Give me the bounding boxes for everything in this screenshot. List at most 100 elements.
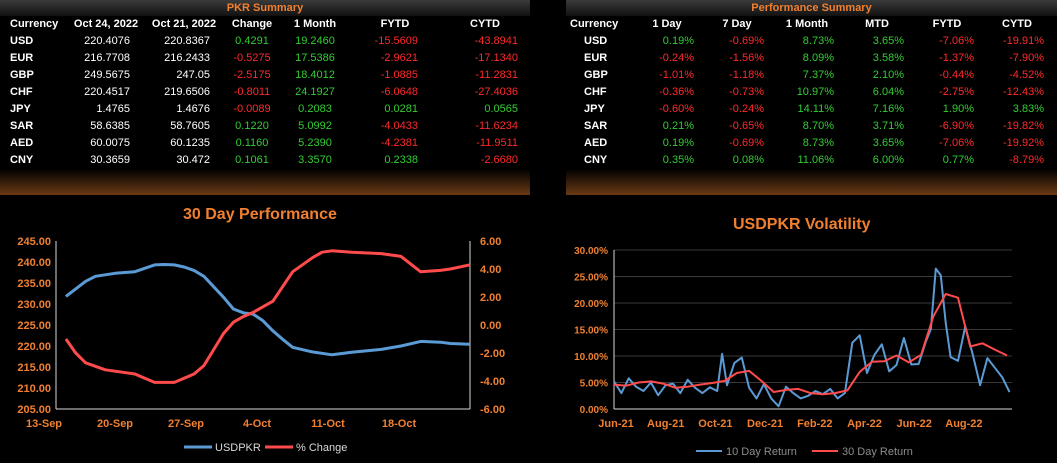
x-tick-label: 13-Sep — [26, 418, 62, 430]
currency-code: AED — [584, 137, 608, 149]
header-fytd: FYTD — [380, 18, 410, 30]
rate-oct24: 216.7708 — [84, 52, 130, 64]
y-tick-label: 5.00% — [580, 379, 608, 390]
perf-header-cytd: CYTD — [1002, 18, 1032, 30]
rate-oct24: 30.3659 — [90, 154, 130, 166]
y-left-tick-label: 210.00 — [17, 383, 51, 395]
fytd-value: -15.5609 — [374, 35, 418, 47]
table-row: CNY 0.35% 0.08% 11.06% 6.00% 0.77% -8.79% — [566, 152, 1057, 169]
one-month-value: 5.2390 — [298, 137, 332, 149]
x-tick-label: Jun-21 — [598, 418, 633, 430]
y-left-tick-label: 245.00 — [17, 236, 51, 248]
change-value: 0.1061 — [235, 154, 269, 166]
change-value: 0.4291 — [235, 35, 269, 47]
y-right-tick-label: -4.00 — [480, 376, 505, 388]
x-tick-label: 20-Sep — [97, 418, 133, 430]
legend-30-day-label: 30 Day Return — [842, 446, 913, 458]
cytd-value: 0.0565 — [484, 103, 518, 115]
table-row: GBP -1.01% -1.18% 7.37% 2.10% -0.44% -4.52% — [566, 67, 1057, 84]
y-tick-label: 30.00% — [574, 246, 608, 257]
fytd-value: -4.0433 — [380, 120, 418, 132]
x-tick-label: 11-Oct — [311, 418, 345, 430]
y-tick-label: 25.00% — [574, 273, 608, 284]
rate-oct24: 1.4765 — [96, 103, 130, 115]
y-right-tick-label: 0.00 — [480, 320, 501, 332]
pkr-summary-panel: PKR Summary Currency Oct 24, 2022 Oct 21… — [0, 0, 530, 195]
change-value: 0.1220 — [235, 120, 269, 132]
cytd-value: -11.2831 — [475, 69, 518, 81]
one-month-value: 7.37% — [802, 69, 834, 81]
cytd-value: -17.1340 — [474, 52, 518, 64]
one-month-value: 14.11% — [797, 103, 835, 115]
change-value: -0.8011 — [233, 86, 271, 98]
pkr-summary-footer-band — [0, 169, 530, 195]
cytd-value: -11.9511 — [476, 137, 518, 149]
rate-oct24: 249.5675 — [84, 69, 130, 81]
y-left-tick-label: 205.00 — [17, 404, 51, 416]
y-tick-label: 20.00% — [574, 299, 608, 310]
header-1month: 1 Month — [293, 18, 337, 30]
mtd-value: 2.10% — [872, 69, 904, 81]
fytd-value: -7.06% — [939, 137, 974, 149]
y-left-tick-label: 215.00 — [17, 362, 51, 374]
performance-summary-panel: Performance Summary Currency 1 Day 7 Day… — [566, 0, 1057, 195]
one-month-value: 0.2083 — [298, 103, 332, 115]
rate-oct21: 247.05 — [176, 69, 210, 81]
one-month-value: 18.4012 — [295, 69, 335, 81]
table-row: USD 0.19% -0.69% 8.73% 3.65% -7.06% -19.91% — [566, 33, 1057, 50]
y-left-tick-label: 220.00 — [17, 341, 51, 353]
currency-code: USD — [10, 35, 34, 47]
table-row: SAR 0.21% -0.65% 8.70% 3.71% -6.90% -19.82% — [566, 118, 1057, 135]
fytd-value: 0.2338 — [384, 154, 418, 166]
fytd-value: 0.0281 — [384, 103, 418, 115]
cytd-value: -7.90% — [1009, 52, 1044, 64]
fytd-value: -1.0885 — [380, 69, 418, 81]
currency-code: JPY — [584, 103, 605, 115]
currency-code: CNY — [584, 154, 608, 166]
y-left-tick-label: 225.00 — [17, 320, 51, 332]
x-tick-label: Dec-21 — [747, 418, 783, 430]
currency-code: CHF — [10, 86, 33, 98]
rate-oct21: 58.7605 — [170, 120, 210, 132]
currency-code: EUR — [584, 52, 608, 64]
perf-header-currency: Currency — [570, 18, 619, 30]
mtd-value: 7.16% — [872, 103, 904, 115]
pct-change-series-line — [64, 249, 471, 384]
mtd-value: 3.65% — [872, 35, 904, 47]
y-left-tick-label: 235.00 — [17, 278, 51, 290]
currency-code: CHF — [584, 86, 607, 98]
table-row: USD 220.4076 220.8367 0.4291 19.2460 -15.5609… — [0, 33, 530, 50]
y-left-tick-label: 230.00 — [17, 299, 51, 311]
y-tick-label: 10.00% — [574, 352, 608, 363]
seven-day-value: -0.69% — [729, 137, 764, 149]
change-value: 0.1160 — [235, 137, 269, 149]
fytd-value: -4.2381 — [380, 137, 418, 149]
table-row: EUR -0.24% -1.56% 8.09% 3.58% -1.37% -7.90% — [566, 50, 1057, 67]
performance-summary-header: Currency 1 Day 7 Day 1 Month MTD FYTD CY… — [566, 16, 1057, 33]
cytd-value: -27.4036 — [474, 86, 518, 98]
fytd-value: 1.90% — [942, 103, 974, 115]
mtd-value: 3.58% — [872, 52, 904, 64]
pkr-summary-title: PKR Summary — [0, 0, 530, 16]
perf-header-7day: 7 Day — [722, 18, 752, 30]
cytd-value: -12.43% — [1003, 86, 1044, 98]
chart-30-day-title: 30 Day Performance — [183, 206, 337, 223]
header-currency: Currency — [10, 18, 59, 30]
fytd-value: -7.06% — [939, 35, 974, 47]
header-oct21: Oct 21, 2022 — [151, 18, 217, 30]
fytd-value: -6.0648 — [380, 86, 418, 98]
table-row: AED 60.0075 60.1235 0.1160 5.2390 -4.2381 -11.… — [0, 135, 530, 152]
mtd-value: 6.00% — [872, 154, 904, 166]
thirty-day-return-series-line — [613, 293, 1008, 396]
rate-oct21: 30.472 — [176, 154, 210, 166]
table-row: JPY 1.4765 1.4676 -0.0089 0.2083 0.0281 0.0565 — [0, 101, 530, 118]
header-change: Change — [231, 18, 273, 30]
currency-code: USD — [584, 35, 608, 47]
usdpkr-series-line — [64, 263, 471, 357]
perf-header-mtd: MTD — [865, 18, 889, 30]
rate-oct21: 220.8367 — [164, 35, 210, 47]
x-tick-label: Aug-21 — [647, 418, 684, 430]
y-right-tick-label: 4.00 — [480, 264, 501, 276]
table-row: AED 0.19% -0.69% 8.73% 3.65% -7.06% -19.92% — [566, 135, 1057, 152]
y-right-tick-label: 2.00 — [480, 292, 501, 304]
